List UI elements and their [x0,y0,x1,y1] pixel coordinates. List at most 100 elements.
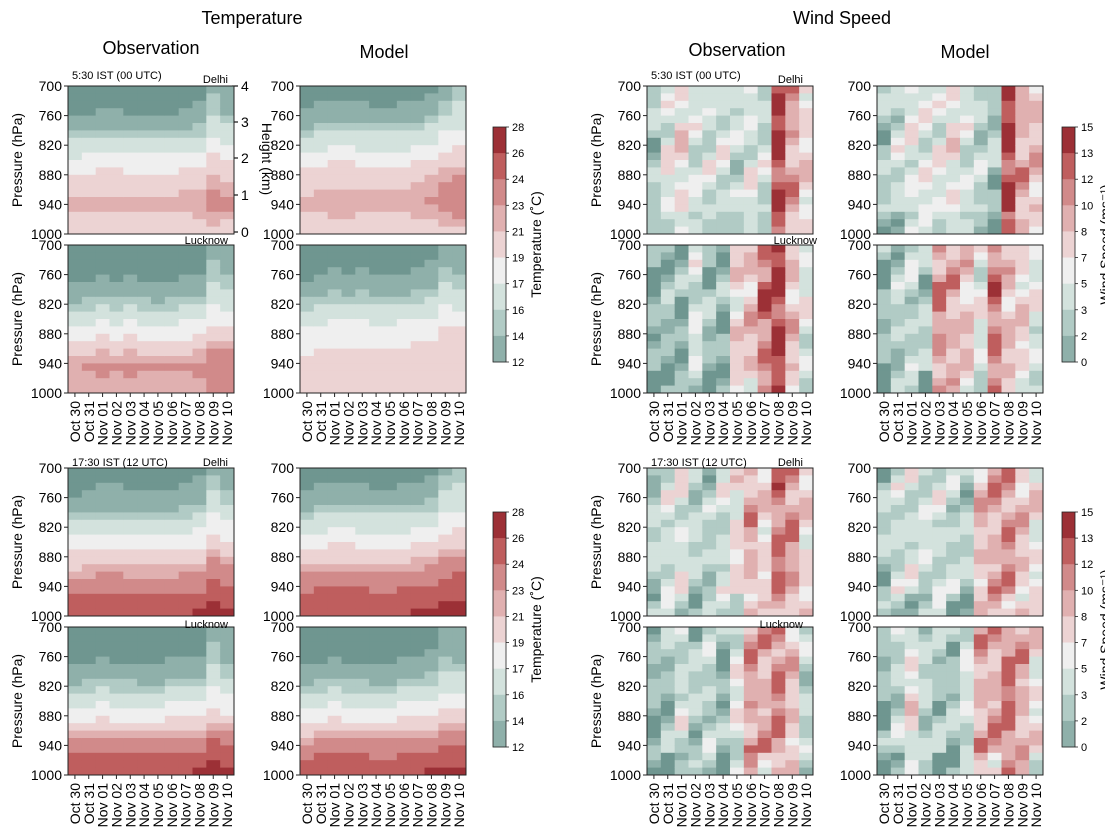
heatmap-cell [647,656,662,665]
heatmap-cell [383,219,398,227]
heatmap-cell [192,123,207,131]
heatmap-cell [95,385,110,394]
heatmap-cell [206,219,221,227]
heatmap-cell [743,656,759,665]
heatmap-cell [946,115,961,124]
heatmap-cell [730,664,745,672]
heatmap-cell [702,356,717,364]
heatmap-cell [757,182,772,190]
heatmap-cell [81,333,97,342]
heatmap-cell [396,108,412,116]
heatmap-cell [220,468,235,476]
heatmap-cell [1029,152,1044,161]
heatmap-cell [341,730,356,739]
heatmap-cell [785,586,800,595]
heatmap-cell [674,505,689,513]
heatmap-cell [383,490,398,498]
heatmap-cell [313,100,329,109]
heatmap-cell [178,93,193,102]
heatmap-cell [164,204,180,213]
heatmap-cell [674,767,689,776]
heatmap-cell [341,678,356,687]
heatmap-cell [178,767,193,776]
heatmap-cell [757,145,772,153]
heatmap-cell [960,93,975,102]
heatmap-cell [327,197,342,205]
heatmap-cell [960,482,975,491]
heatmap-cell [688,259,703,268]
heatmap-cell [688,767,703,776]
heatmap-cell [220,289,235,298]
heatmap-cell [987,108,1002,116]
heatmap-cell [396,701,412,709]
heatmap-cell [674,752,689,761]
heatmap-cell [647,490,662,498]
heatmap-cell [946,226,961,235]
heatmap-cell [743,252,759,261]
heatmap-cell [313,311,329,320]
heatmap-cell [757,579,772,587]
heatmap-cell [785,197,800,205]
heatmap-cell [674,182,689,190]
heatmap-cell [424,745,439,754]
heatmap-cell [81,326,97,335]
heatmap-cell [109,167,124,176]
heatmap-cell [702,601,717,609]
heatmap-cell [743,608,759,617]
heatmap-cell [730,564,745,572]
heatmap-cell [785,259,800,268]
heatmap-cell [716,556,731,565]
heatmap-cell [383,482,398,491]
heatmap-cell [918,527,933,535]
heatmap-cell [647,593,662,602]
heatmap-cell [452,686,467,694]
heatmap-cell [81,296,97,305]
heatmap-cell [973,760,989,768]
heatmap-cell [1015,86,1030,94]
heatmap-cell [410,497,425,506]
date-tick-label: Nov 05 [150,783,166,828]
heatmap-cell [877,304,892,312]
heatmap-cell [396,211,412,220]
heatmap-cell [987,738,1002,746]
heatmap-cell [1015,100,1030,109]
heatmap-cell [438,326,453,335]
heatmap-cell [730,767,745,776]
heatmap-cell [688,333,703,342]
heatmap-cell [1015,189,1030,198]
heatmap-cell [341,245,356,253]
heatmap-cell [877,356,892,364]
heatmap-cell [757,100,772,109]
heatmap-cell [904,245,919,253]
heatmap-cell [369,152,384,161]
heatmap-cell [771,267,786,275]
heatmap-cell [341,348,356,357]
heatmap-cell [206,656,221,665]
heatmap-cell [369,564,384,572]
pressure-tick-label: 880 [39,167,63,183]
heatmap-cell [410,701,425,709]
height-axis: 4 3 2 1 0 Height (km) [231,78,275,240]
heatmap-cell [95,363,110,372]
heatmap-cell [904,556,919,565]
heatmap-cell [383,259,398,268]
heatmap-cell [327,182,342,190]
heatmap-cell [313,627,329,635]
heatmap-cell [220,370,235,379]
heatmap-cell [396,378,412,386]
heatmap-cell [313,348,329,357]
heatmap-cell [68,219,83,227]
heatmap-cell [369,542,384,550]
heatmap-cell [313,189,329,198]
heatmap-cell [192,579,207,587]
heatmap-cell [932,226,947,235]
heatmap-cell [206,226,221,235]
heatmap-cell [877,634,892,643]
heatmap-cell [341,130,356,139]
heatmap-cell [151,723,166,731]
heatmap-cell [95,601,110,609]
heatmap-cell [137,274,152,283]
heatmap-cell [424,378,439,386]
heatmap-cell [1015,745,1030,754]
heatmap-cell [674,556,689,565]
